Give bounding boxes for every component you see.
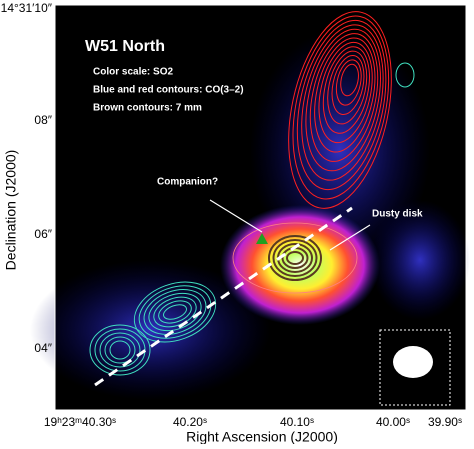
y-axis-label: Declination (J2000) <box>3 150 19 271</box>
contour <box>331 54 365 116</box>
x-axis-label: Right Ascension (J2000) <box>186 429 338 444</box>
contour <box>322 46 370 134</box>
contour <box>138 285 212 339</box>
annotation: Dusty disk <box>372 209 423 220</box>
contour <box>133 281 217 343</box>
contour <box>109 340 131 360</box>
contour <box>309 33 379 162</box>
contour <box>272 239 318 277</box>
x-tick-label: 19ʰ23ᵐ40.30ˢ <box>44 415 116 429</box>
contour <box>318 41 373 144</box>
y-tick-label: 04″ <box>34 341 52 355</box>
contour <box>327 50 368 125</box>
legend-line: Blue and red contours: CO(3–2) <box>93 85 244 96</box>
title: W51 North <box>85 38 165 55</box>
contour <box>314 37 376 153</box>
contour <box>286 251 304 265</box>
legend-line: Color scale: SO2 <box>93 67 173 78</box>
y-tick-label: 14°31′10″ <box>1 1 53 15</box>
contour <box>232 222 358 294</box>
plot-frame <box>54 4 467 411</box>
x-tick-label: 40.00ˢ <box>376 415 410 429</box>
contour <box>288 11 392 209</box>
contour <box>296 19 387 191</box>
contour <box>148 292 202 332</box>
beam-box <box>379 329 451 406</box>
companion-marker <box>256 233 268 244</box>
contour <box>153 296 197 328</box>
contour <box>301 24 384 181</box>
contour <box>143 289 207 335</box>
beam <box>393 346 433 378</box>
contour <box>94 328 146 372</box>
contour <box>163 304 187 320</box>
arrow <box>209 199 263 233</box>
y-tick-label: 08″ <box>34 113 52 127</box>
arrow <box>329 224 371 251</box>
image-content <box>30 11 470 400</box>
legend-line: Brown contours: 7 mm <box>93 103 202 114</box>
contour <box>268 235 322 281</box>
contour <box>335 59 362 106</box>
contour <box>158 300 192 324</box>
contour <box>292 15 390 200</box>
contour <box>395 62 415 88</box>
y-tick-label: 06″ <box>34 227 52 241</box>
annotation: Companion? <box>157 177 218 188</box>
x-tick-label: 39.90ˢ <box>428 415 462 429</box>
contour <box>340 63 359 97</box>
contour <box>305 28 381 172</box>
contour <box>99 332 141 368</box>
x-tick-label: 40.10ˢ <box>280 415 314 429</box>
contour <box>104 336 136 364</box>
x-tick-label: 40.20ˢ <box>173 415 207 429</box>
contour <box>89 324 151 376</box>
outflow-axis <box>94 206 353 387</box>
